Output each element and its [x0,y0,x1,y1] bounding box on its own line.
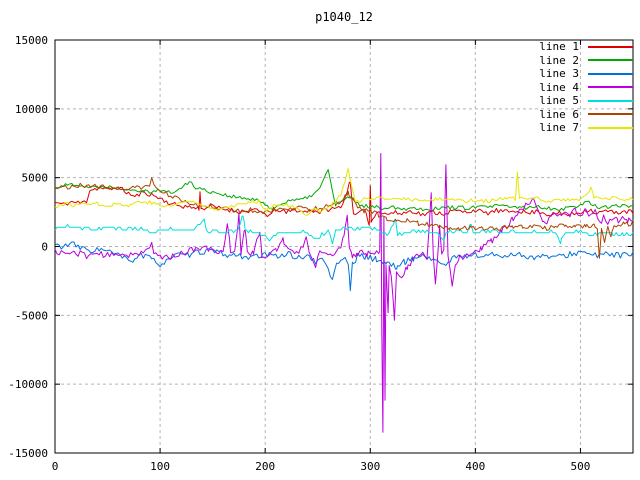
legend-item-4: line 4 [539,81,633,95]
legend-line-sample-3 [588,72,633,75]
legend-line-sample-1 [588,45,633,48]
series-lines [54,153,634,433]
x-tick-label: 200 [255,460,275,473]
y-tick-label: 0 [41,241,48,254]
legend-line-sample-2 [588,59,633,62]
legend-label-1: line 1 [539,40,579,53]
legend-item-6: line 6 [539,108,633,122]
axis-tick-labels: 0 100 200 300 400 500 -15000 -10000 -5000 0 5000 10… [8,34,590,473]
legend-label-2: line 2 [539,53,579,67]
legend-line-sample-7 [588,126,633,129]
series-line-4 [54,153,634,433]
x-tick-label: 0 [52,460,59,473]
legend: line 1 line 2 line 3 line 4 line 5 line 6 line… [539,40,633,135]
legend-label-7: line 7 [539,121,579,134]
y-tick-label: -5000 [15,309,48,322]
legend-item-2: line 2 [539,54,633,68]
legend-line-sample-4 [588,86,633,89]
series-line-3 [54,241,634,292]
series-line-7 [54,168,634,216]
series-line-2 [54,169,634,212]
y-tick-label: 15000 [15,34,48,47]
legend-item-7: line 7 [539,121,633,135]
x-tick-label: 100 [150,460,170,473]
legend-line-sample-6 [588,113,633,116]
x-tick-label: 500 [571,460,591,473]
legend-item-3: line 3 [539,67,633,81]
y-tick-label: 10000 [15,103,48,116]
legend-label-4: line 4 [539,80,579,94]
legend-item-1: line 1 [539,40,633,54]
series-line-1 [54,181,634,226]
series-line-5 [54,215,634,245]
legend-label-5: line 5 [539,94,579,107]
y-tick-label: -15000 [8,447,48,460]
y-tick-label: -10000 [8,378,48,391]
legend-label-6: line 6 [539,107,579,121]
x-tick-label: 400 [465,460,485,473]
legend-item-5: line 5 [539,94,633,108]
axis-ticks [54,39,633,454]
chart-title: p1040_12 [315,10,373,24]
y-tick-label: 5000 [22,172,49,185]
legend-line-sample-5 [588,99,633,102]
x-tick-label: 300 [360,460,380,473]
series-line-6 [54,177,634,259]
legend-label-3: line 3 [539,67,579,80]
